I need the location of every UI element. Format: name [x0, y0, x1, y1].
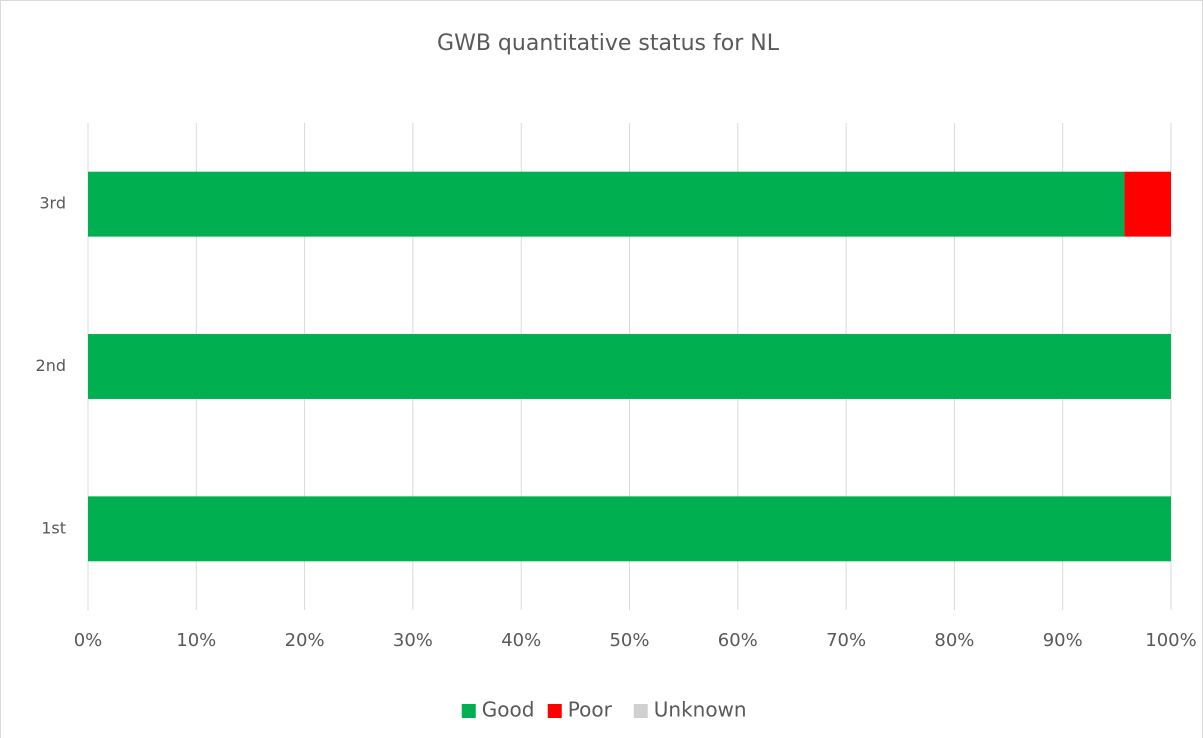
x-tick-label: 80%: [934, 630, 974, 651]
chart-title: GWB quantitative status for NL: [437, 31, 780, 56]
x-tick-label: 90%: [1043, 630, 1083, 651]
bar-segment: [88, 496, 1171, 562]
legend-label: Good: [482, 698, 535, 722]
x-tick-label: 0%: [74, 630, 103, 651]
legend-swatch: [547, 704, 562, 718]
x-tick-label: 60%: [718, 630, 758, 651]
y-tick-label: 1st: [41, 518, 66, 537]
legend-swatch: [633, 704, 648, 718]
x-tick-label: 30%: [393, 630, 433, 651]
bar-segment: [1124, 171, 1171, 237]
x-tick-label: 50%: [609, 630, 649, 651]
bar-segment: [88, 171, 1125, 237]
legend-swatch: [461, 704, 476, 718]
bar-segment: [88, 334, 1171, 399]
y-tick-label: 3rd: [39, 194, 66, 213]
y-tick-label: 2nd: [36, 356, 66, 375]
legend-label: Poor: [568, 698, 613, 722]
x-tick-label: 100%: [1145, 630, 1196, 651]
x-tick-label: 10%: [176, 630, 216, 651]
x-tick-label: 20%: [285, 630, 325, 651]
x-tick-label: 40%: [501, 630, 541, 651]
legend-label: Unknown: [654, 698, 747, 722]
x-tick-label: 70%: [826, 630, 866, 651]
